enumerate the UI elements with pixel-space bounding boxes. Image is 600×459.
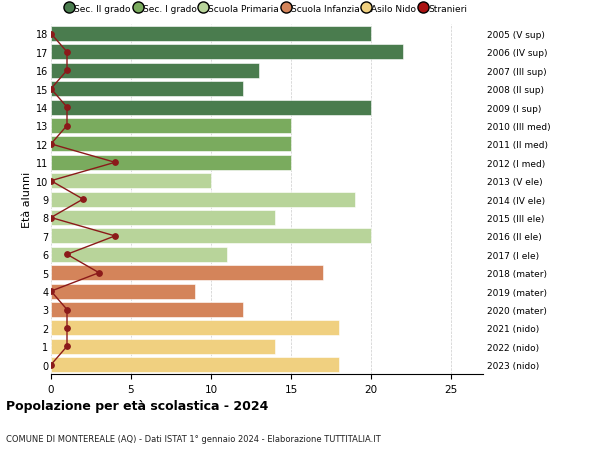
Point [46,288,56,295]
Bar [51,101,371,115]
Point [110,233,120,240]
Bar [51,64,259,78]
Bar [51,358,339,372]
Legend: Sec. II grado, Sec. I grado, Scuola Primaria, Scuola Infanzia, Asilo Nido, Stran: Sec. II grado, Sec. I grado, Scuola Prim… [67,5,467,14]
Point [46,31,56,38]
Point [62,104,72,112]
Bar [51,119,291,134]
Point [46,178,56,185]
Bar [51,156,291,170]
Bar [51,302,243,317]
Point [62,251,72,258]
Bar [51,321,339,336]
Bar [51,229,371,244]
Point [94,269,104,277]
Bar [51,27,371,42]
Point [62,343,72,350]
Point [62,49,72,56]
Bar [51,247,227,262]
Point [62,123,72,130]
Bar [51,339,275,354]
Bar [51,137,291,152]
Point [62,67,72,75]
Text: Popolazione per età scolastica - 2024: Popolazione per età scolastica - 2024 [6,399,268,412]
Bar [51,82,243,97]
Point [46,361,56,369]
Bar [51,266,323,280]
Point [62,325,72,332]
Point [46,86,56,93]
Bar [51,211,275,225]
Point [46,214,56,222]
Bar [51,174,211,189]
Point [78,196,88,203]
Bar [51,192,355,207]
Point [46,141,56,148]
Point [62,306,72,313]
Bar [51,45,403,60]
Text: COMUNE DI MONTEREALE (AQ) - Dati ISTAT 1° gennaio 2024 - Elaborazione TUTTITALIA: COMUNE DI MONTEREALE (AQ) - Dati ISTAT 1… [6,434,381,443]
Y-axis label: Età alunni: Età alunni [22,172,32,228]
Point [110,159,120,167]
Bar [51,284,195,299]
